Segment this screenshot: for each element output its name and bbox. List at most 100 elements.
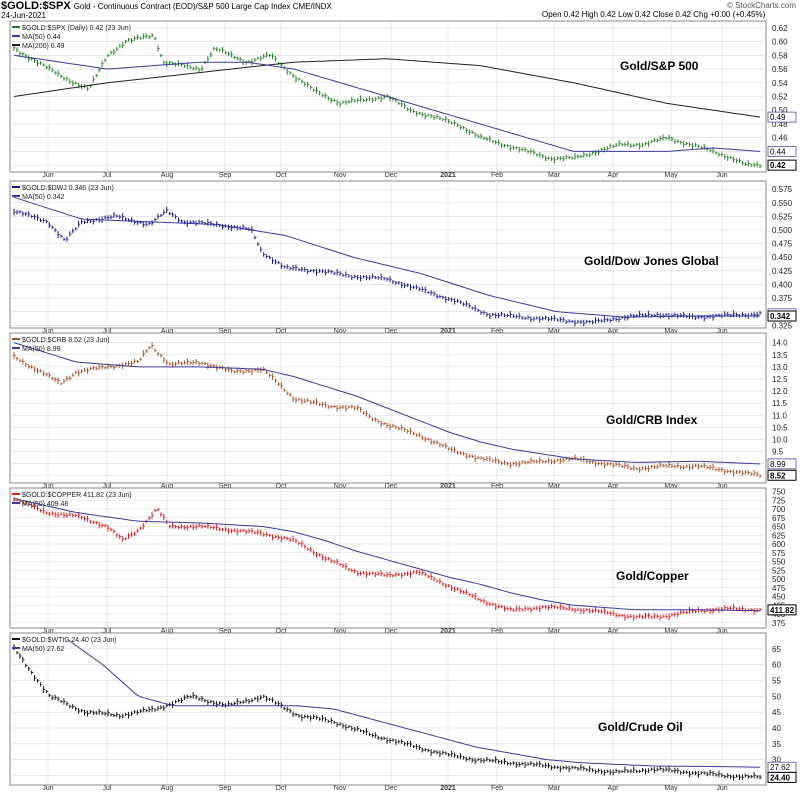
x-tick-label: Nov (334, 628, 347, 635)
y-tick-label: 725 (772, 496, 786, 505)
legend-label: $GOLD:$WTIC 24.40 (23 Jun) (22, 637, 117, 644)
x-tick-label: Dec (385, 328, 398, 335)
last-value-label: 8.99 (770, 460, 786, 469)
chart-header: $GOLD:$SPX Gold - Continuous Contract (EO… (0, 0, 800, 20)
y-tick-label: 40 (772, 724, 781, 733)
y-tick-label: 0.325 (772, 321, 793, 330)
x-tick-label: Oct (276, 172, 287, 179)
x-tick-label: Jul (103, 628, 112, 635)
ma50-line (13, 342, 761, 465)
x-tick-label: Jun (716, 628, 727, 635)
x-tick-label: Jun (42, 328, 53, 335)
ma50-line (13, 54, 761, 152)
x-tick-label: Feb (491, 328, 503, 335)
y-tick-label: 45 (772, 708, 781, 717)
y-tick-label: 625 (772, 531, 786, 540)
y-tick-label: 0.50 (772, 106, 788, 115)
x-tick-label: Aug (161, 328, 174, 335)
x-tick-label: Mar (548, 628, 561, 635)
x-tick-label: Mar (548, 172, 561, 179)
ma200-line (13, 58, 761, 118)
last-value-box (767, 604, 797, 616)
plot-frame (9, 180, 767, 329)
ma50-line (67, 638, 761, 768)
x-tick-label: Mar (548, 328, 561, 335)
x-tick-label: Oct (276, 483, 287, 490)
x-tick-label: Dec (385, 483, 398, 490)
x-tick-label: Apr (608, 785, 620, 792)
y-tick-label: 0.375 (772, 294, 793, 303)
y-tick-label: 13.0 (772, 363, 788, 372)
y-tick-label: 50 (772, 692, 781, 701)
x-tick-label: Nov (334, 172, 347, 179)
legend-label: $GOLD:$CRB 8.52 (23 Jun) (22, 337, 110, 344)
y-tick-label: 13.5 (772, 351, 788, 360)
y-tick-label: 35 (772, 740, 781, 749)
x-tick-label: Oct (276, 628, 287, 635)
panel-annotation: Gold/Copper (616, 569, 689, 583)
last-value-label: 8.52 (770, 471, 786, 480)
y-tick-label: 0.575 (772, 185, 793, 194)
x-tick-label: Dec (385, 628, 398, 635)
last-value-label: 27.62 (770, 763, 791, 772)
y-tick-label: 30 (772, 756, 781, 765)
x-tick-label: Jul (103, 483, 112, 490)
last-value-box (767, 469, 797, 481)
x-tick-label: 2021 (440, 172, 456, 179)
y-tick-label: 700 (772, 505, 786, 514)
y-tick-label: 750 (772, 488, 786, 497)
x-tick-label: Apr (608, 628, 620, 635)
y-tick-label: 0.500 (772, 226, 793, 235)
x-tick-label: Aug (161, 628, 174, 635)
x-tick-label: Aug (161, 785, 174, 792)
y-tick-label: 375 (772, 619, 786, 628)
y-tick-label: 60 (772, 661, 781, 670)
y-tick-label: 65 (772, 645, 781, 654)
x-tick-label: 2021 (440, 628, 456, 635)
y-tick-label: 11.5 (772, 399, 788, 408)
legend-label: $GOLD:$COPPER 411.82 (23 Jun) (22, 492, 132, 499)
x-tick-label: Nov (334, 483, 347, 490)
panel-5: 656055504540353025JunJulAugSepOctNovDec2… (9, 632, 797, 792)
price-series (13, 33, 762, 169)
symbol-text: $GOLD:$SPX (1, 0, 71, 12)
x-tick-label: May (664, 628, 678, 635)
x-tick-label: May (664, 172, 678, 179)
y-tick-label: 0.60 (772, 38, 788, 47)
legend-label: MA(50) 0.44 (22, 34, 61, 41)
x-tick-label: Feb (491, 483, 503, 490)
x-tick-label: Apr (608, 328, 620, 335)
last-value-box (767, 771, 797, 783)
x-tick-label: Nov (334, 785, 347, 792)
y-tick-label: 675 (772, 514, 786, 523)
panel-annotation: Gold/CRB Index (606, 413, 698, 427)
x-tick-label: Oct (276, 328, 287, 335)
y-tick-label: 0.48 (772, 120, 788, 129)
last-value-label: 0.42 (770, 161, 786, 170)
x-tick-label: Jun (716, 172, 727, 179)
y-tick-label: 0.46 (772, 134, 788, 143)
y-tick-label: 12.0 (772, 387, 788, 396)
y-tick-label: 0.425 (772, 267, 793, 276)
x-tick-label: 2021 (440, 483, 456, 490)
ohlc-readout: Open 0.42 High 0.42 Low 0.42 Close 0.42 … (542, 10, 766, 19)
x-tick-label: May (664, 483, 678, 490)
x-tick-label: Mar (548, 785, 561, 792)
y-tick-label: 650 (772, 523, 786, 532)
y-tick-label: 600 (772, 540, 786, 549)
y-tick-label: 550 (772, 558, 786, 567)
legend-label: $GOLD:$SPX (Daily) 0.42 (23 Jun) (22, 25, 131, 32)
panel-annotation: Gold/Crude Oil (598, 720, 683, 734)
last-value-label: 0.44 (770, 147, 786, 156)
x-tick-label: Jun (716, 328, 727, 335)
x-tick-label: Apr (608, 483, 620, 490)
plot-frame (9, 632, 767, 786)
last-value-label: 411.82 (770, 606, 795, 615)
legend-label: MA(50) 0.342 (22, 194, 65, 201)
legend-label: MA(50) 27.62 (22, 646, 65, 653)
price-series (13, 342, 762, 478)
x-tick-label: May (664, 785, 678, 792)
y-tick-label: 475 (772, 584, 786, 593)
